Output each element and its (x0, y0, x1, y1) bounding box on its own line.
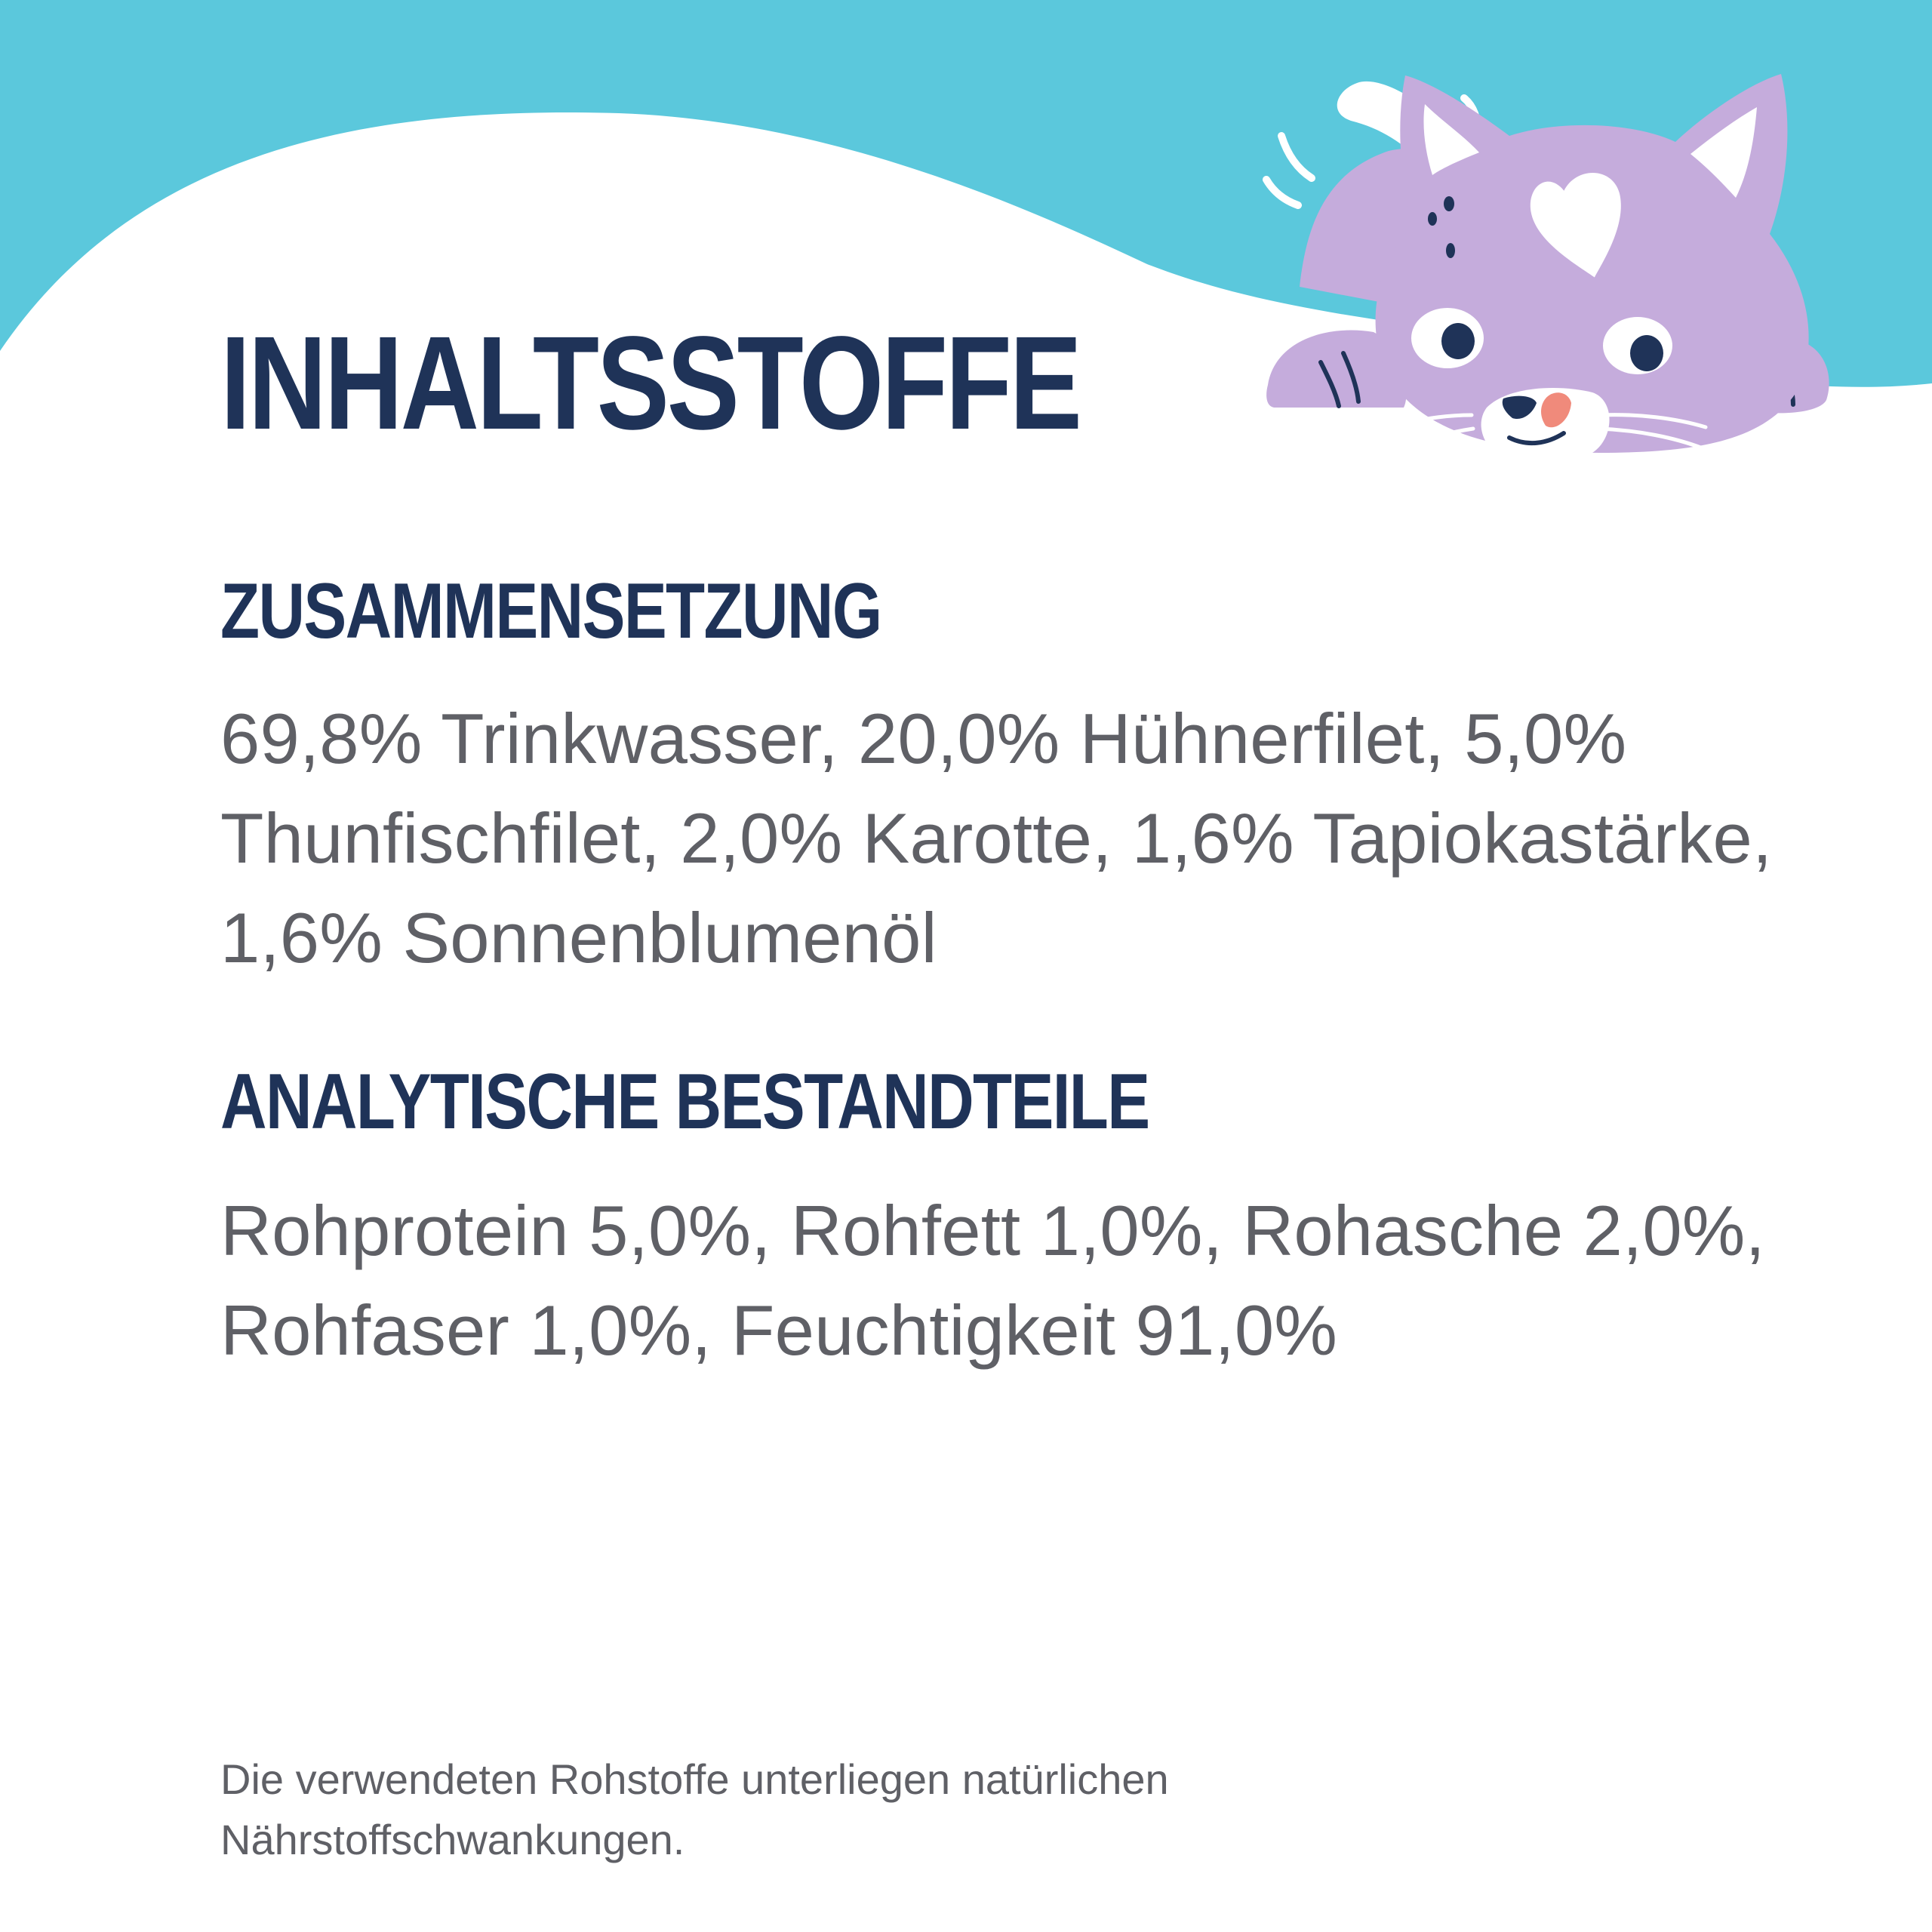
cat-peeking-icon (1263, 74, 1829, 457)
analytical-heading: ANALYTISCHE BESTANDTEILE (220, 1058, 1150, 1146)
composition-heading: ZUSAMMENSETZUNG (220, 568, 882, 655)
analytical-text: Rohprotein 5,0%, Rohfett 1,0%, Rohasche … (220, 1191, 1765, 1370)
page-title: INHALTSSTOFFE (220, 309, 1082, 457)
footnote: Die verwendeten Rohstoffe unterliegen na… (220, 1755, 1169, 1863)
composition-text: 69,8% Trinkwasser, 20,0% Hühnerfilet, 5,… (220, 699, 1773, 977)
